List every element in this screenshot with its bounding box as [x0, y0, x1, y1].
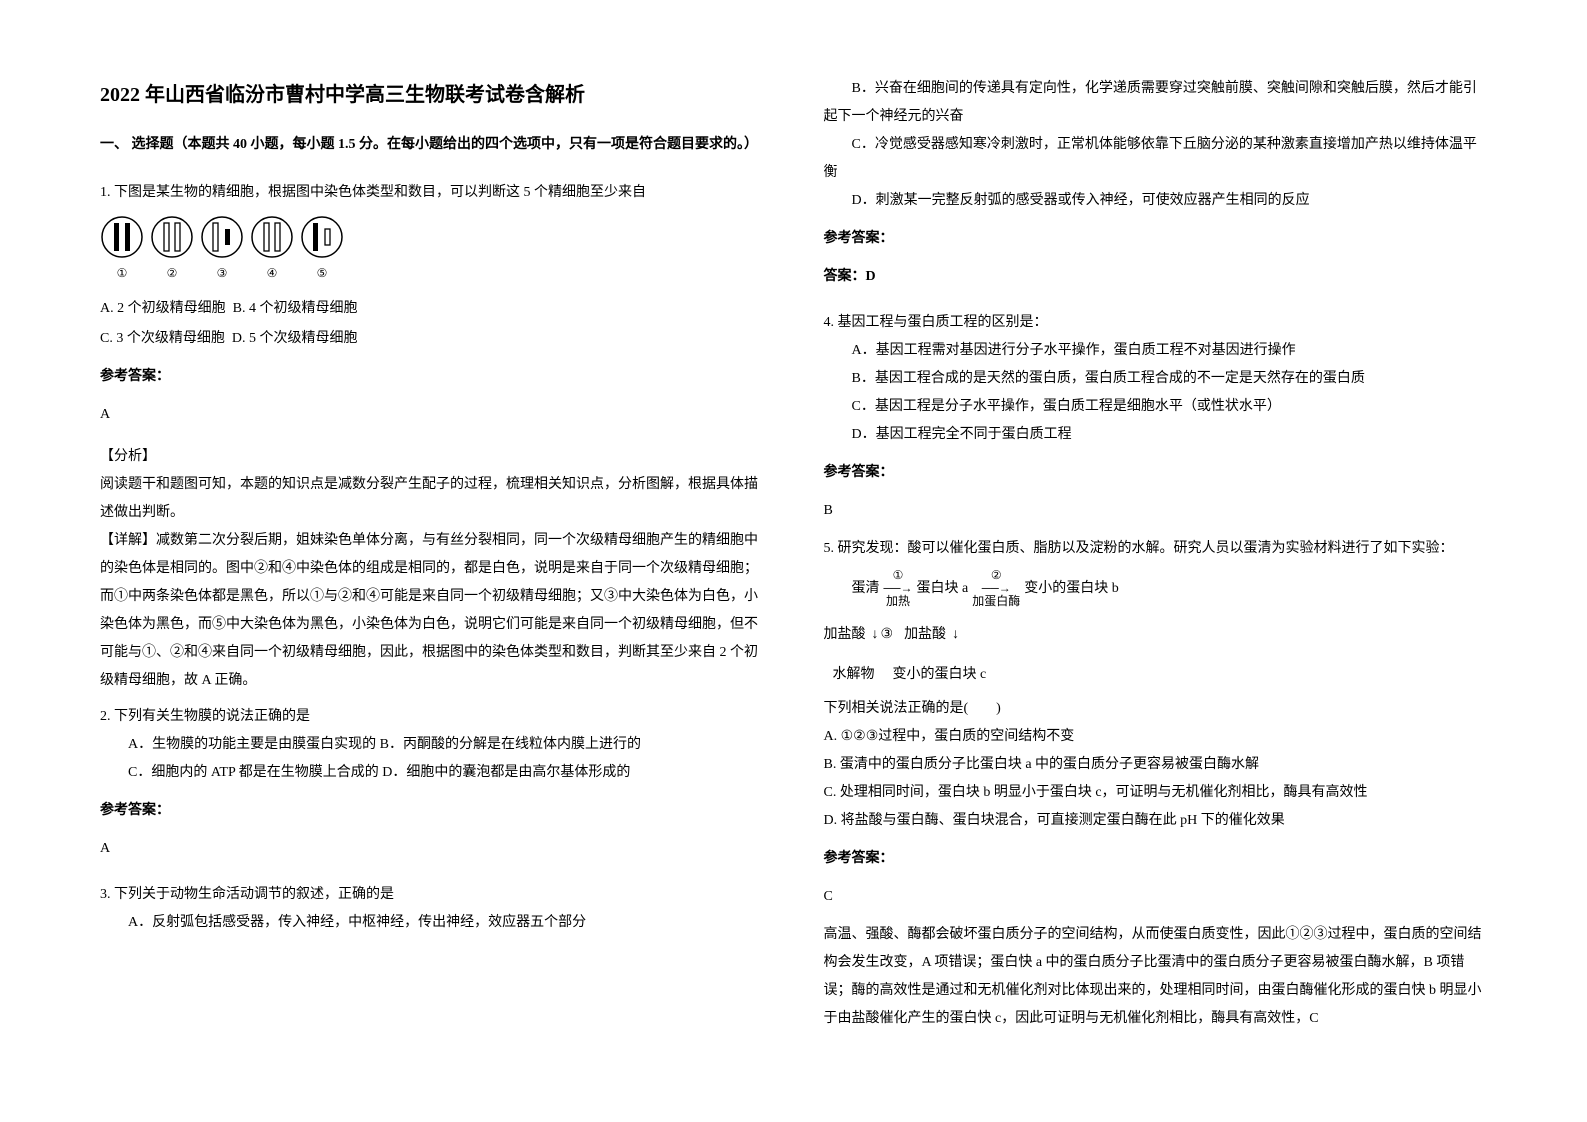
flow-step2-bot: 加蛋白酶	[972, 595, 1020, 608]
section-header: 一、 选择题（本题共 40 小题，每小题 1.5 分。在每小题给出的四个选项中，…	[100, 131, 764, 159]
cell-3-label: ③	[217, 261, 228, 285]
cell-4-label: ④	[267, 261, 278, 285]
q3-ref: 参考答案：	[824, 225, 1488, 253]
flow-res-left: 水解物	[833, 661, 875, 689]
arrow-down-icon: ↓	[872, 621, 879, 649]
q2-opt-c: C．细胞内的 ATP 都是在生物膜上合成的	[128, 765, 379, 780]
q3-opt-c: C．冷觉感受器感知寒冷刺激时，正常机体能够依靠下丘脑分泌的某种激素直接增加产热以…	[824, 131, 1488, 187]
q3-opt-d: D．刺激某一完整反射弧的感受器或传入神经，可使效应器产生相同的反应	[824, 187, 1488, 215]
q1-ans: A	[100, 401, 764, 429]
q4-opt-a: A．基因工程需对基因进行分子水平操作，蛋白质工程不对基因进行操作	[824, 337, 1488, 365]
flow-down-mark: ③	[881, 621, 894, 649]
flow-end1: 变小的蛋白块 b	[1024, 575, 1119, 603]
q1-diagram: ① ② ③ ④	[100, 215, 764, 285]
q1-analysis-label: 【分析】	[100, 443, 764, 471]
q3-opt-a: A．反射弧包括感受器，传入神经，中枢神经，传出神经，效应器五个部分	[100, 909, 764, 937]
q5-flow-top: 蛋清 ① ──→ 加热 蛋白块 a ② ──→ 加蛋白酶 变小的蛋白块 b	[852, 569, 1488, 609]
cell-1: ①	[100, 215, 144, 285]
flow-start: 蛋清	[852, 575, 880, 603]
flow-step1: ① ──→ 加热	[884, 569, 913, 609]
cell-1-label: ①	[117, 261, 128, 285]
q5-opt-b: B. 蛋清中的蛋白质分子比蛋白块 a 中的蛋白质分子更容易被蛋白酶水解	[824, 751, 1488, 779]
q5-ans: C	[824, 883, 1488, 911]
q2-opt-a: A．生物膜的功能主要是由膜蛋白实现的	[128, 737, 376, 752]
q5-flow-bottom: 水解物 变小的蛋白块 c	[824, 661, 1488, 689]
cell-3: ③	[200, 215, 244, 285]
q2-line-ab: A．生物膜的功能主要是由膜蛋白实现的 B．丙酮酸的分解是在线粒体内膜上进行的	[100, 731, 764, 759]
right-column: B．兴奋在细胞间的传递具有定向性，化学递质需要穿过突触前膜、突触间隙和突触后膜，…	[824, 75, 1488, 1092]
q4-ref: 参考答案：	[824, 459, 1488, 487]
cell-5: ⑤	[300, 215, 344, 285]
q5-ref: 参考答案：	[824, 845, 1488, 873]
flow-down-left: 加盐酸	[824, 621, 866, 649]
q5-stem: 5. 研究发现：酸可以催化蛋白质、脂肪以及淀粉的水解。研究人员以蛋清为实验材料进…	[824, 535, 1488, 563]
flow-step2: ② ──→ 加蛋白酶	[972, 569, 1020, 609]
q2-line-cd: C．细胞内的 ATP 都是在生物膜上合成的 D．细胞中的囊泡都是由高尔基体形成的	[100, 759, 764, 787]
q1-options-cd: C. 3 个次级精母细胞 D. 5 个次级精母细胞	[100, 325, 764, 353]
q1-analysis: 阅读题干和题图可知，本题的知识点是减数分裂产生配子的过程，梳理相关知识点，分析图…	[100, 471, 764, 527]
q5-explain: 高温、强酸、酶都会破坏蛋白质分子的空间结构，从而使蛋白质变性，因此①②③过程中，…	[824, 921, 1488, 1033]
q2-ans: A	[100, 835, 764, 863]
doc-title: 2022 年山西省临汾市曹村中学高三生物联考试卷含解析	[100, 75, 764, 115]
q1-opt-b: B. 4 个初级精母细胞	[233, 301, 358, 316]
cell-4: ④	[250, 215, 294, 285]
q1-opt-a: A. 2 个初级精母细胞	[100, 301, 226, 316]
q3-opt-b: B．兴奋在细胞间的传递具有定向性，化学递质需要穿过突触前膜、突触间隙和突触后膜，…	[824, 75, 1488, 131]
q5-flow-mid: 加盐酸 ↓ ③ 加盐酸 ↓	[824, 621, 1488, 649]
q3-ans: 答案：D	[824, 263, 1488, 291]
q5-opt-d: D. 将盐酸与蛋白酶、蛋白块混合，可直接测定蛋白酶在此 pH 下的催化效果	[824, 807, 1488, 835]
flow-down-right: 加盐酸	[904, 621, 946, 649]
q1-ref: 参考答案：	[100, 363, 764, 391]
q1-options-ab: A. 2 个初级精母细胞 B. 4 个初级精母细胞	[100, 295, 764, 323]
q5-opt-a: A. ①②③过程中，蛋白质的空间结构不变	[824, 723, 1488, 751]
cell-2-label: ②	[167, 261, 178, 285]
q2-opt-d: D．细胞中的囊泡都是由高尔基体形成的	[382, 765, 630, 780]
cell-5-label: ⑤	[317, 261, 328, 285]
flow-res-right: 变小的蛋白块 c	[893, 661, 987, 689]
left-column: 2022 年山西省临汾市曹村中学高三生物联考试卷含解析 一、 选择题（本题共 4…	[100, 75, 764, 1092]
q5-opt-c: C. 处理相同时间，蛋白块 b 明显小于蛋白块 c，可证明与无机催化剂相比，酶具…	[824, 779, 1488, 807]
flow-mid1: 蛋白块 a	[917, 575, 969, 603]
q2-ref: 参考答案：	[100, 797, 764, 825]
q3-stem: 3. 下列关于动物生命活动调节的叙述，正确的是	[100, 881, 764, 909]
q5-q-after: 下列相关说法正确的是( )	[824, 695, 1488, 723]
q4-opt-d: D．基因工程完全不同于蛋白质工程	[824, 421, 1488, 449]
q2-stem: 2. 下列有关生物膜的说法正确的是	[100, 703, 764, 731]
q1-opt-c: C. 3 个次级精母细胞	[100, 331, 225, 346]
arrow-down-icon-2: ↓	[952, 621, 959, 649]
q4-stem: 4. 基因工程与蛋白质工程的区别是：	[824, 309, 1488, 337]
flow-step1-bot: 加热	[886, 595, 910, 608]
cell-2: ②	[150, 215, 194, 285]
q2-opt-b: B．丙酮酸的分解是在线粒体内膜上进行的	[380, 737, 641, 752]
q4-opt-b: B．基因工程合成的是天然的蛋白质，蛋白质工程合成的不一定是天然存在的蛋白质	[824, 365, 1488, 393]
q1-opt-d: D. 5 个次级精母细胞	[232, 331, 358, 346]
q1-stem: 1. 下图是某生物的精细胞，根据图中染色体类型和数目，可以判断这 5 个精细胞至…	[100, 179, 764, 207]
q1-detail: 【详解】减数第二次分裂后期，姐妹染色单体分离，与有丝分裂相同，同一个次级精母细胞…	[100, 527, 764, 695]
q4-opt-c: C．基因工程是分子水平操作，蛋白质工程是细胞水平（或性状水平）	[824, 393, 1488, 421]
q4-ans: B	[824, 497, 1488, 525]
